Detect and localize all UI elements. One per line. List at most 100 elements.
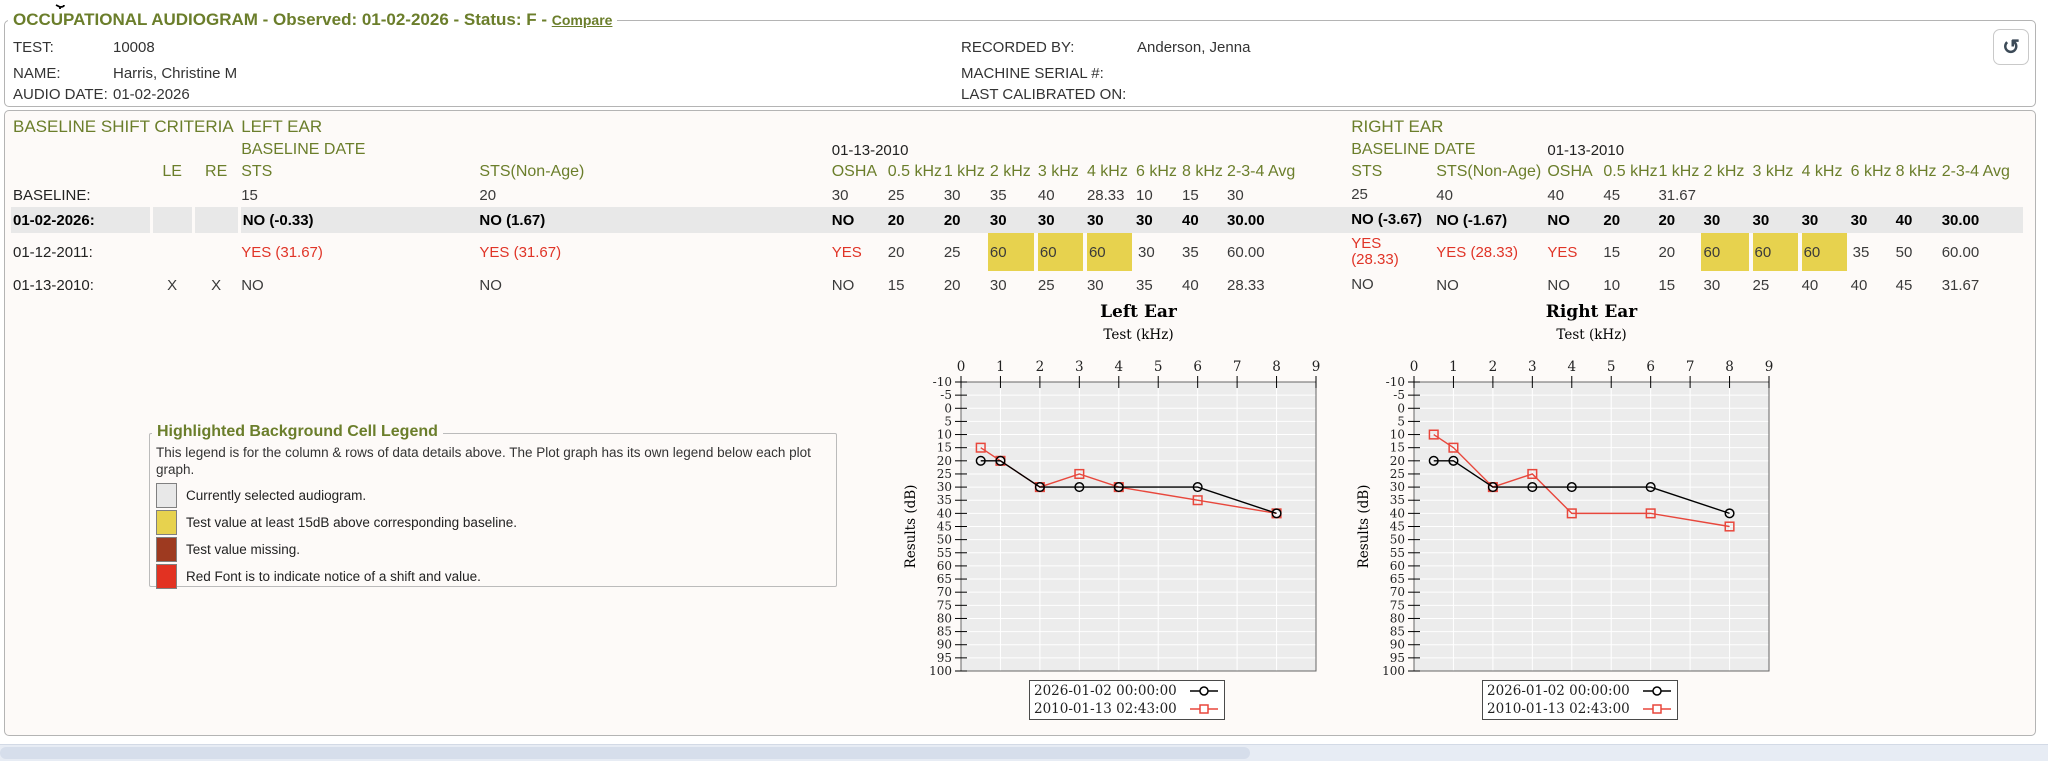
criteria-cell: 45 [1895, 276, 1913, 294]
criteria-cell [1800, 183, 1849, 207]
svg-text:9: 9 [1765, 359, 1774, 375]
compare-link[interactable]: Compare [551, 12, 613, 28]
column-header: 8 kHz [1182, 163, 1223, 180]
chart-legend-entry: 2010-01-13 02:43:00 [1487, 700, 1673, 718]
svg-text:15: 15 [937, 441, 952, 455]
svg-text:5: 5 [1607, 359, 1616, 375]
svg-text:95: 95 [1390, 651, 1405, 665]
svg-text:60: 60 [937, 559, 952, 573]
criteria-cell: NO [479, 276, 502, 294]
criteria-cell: 60.00 [1227, 243, 1265, 261]
criteria-cell [1849, 183, 1894, 207]
svg-text:20: 20 [1390, 454, 1405, 468]
column-header: OSHA [831, 163, 878, 180]
svg-text:1: 1 [996, 359, 1005, 375]
svg-text:5: 5 [1154, 359, 1163, 375]
audiogram-row: BASELINE: 15 20 30 25 30 35 40 28.33 10 15 30 25 40 40… [11, 183, 2023, 207]
svg-text:10: 10 [937, 428, 952, 442]
svg-text:90: 90 [1390, 638, 1405, 652]
criteria-cell: 40 [1850, 276, 1868, 294]
audiogram-row-label[interactable]: 01-02-2026: [11, 207, 152, 233]
criteria-cell: 15 [887, 276, 905, 294]
svg-text:90: 90 [937, 638, 952, 652]
chart-legend-series-name: 2026-01-02 00:00:00 [1034, 683, 1177, 699]
baseline-shift-criteria-panel: BASELINE SHIFT CRITERIA LEFT EAR RIGHT EAR… [4, 110, 2036, 736]
column-header: 0.5 kHz [1603, 163, 1658, 180]
horizontal-scrollbar-thumb[interactable] [0, 747, 1250, 759]
column-header: 3 kHz [1037, 163, 1079, 180]
cell-legend-label: Currently selected audiogram. [186, 487, 367, 503]
criteria-cell [191, 207, 241, 233]
criteria-cell [1894, 183, 1940, 207]
criteria-cell: X [167, 276, 178, 294]
svg-text:25: 25 [1390, 467, 1405, 481]
left-ear-title: LEFT EAR [241, 117, 323, 136]
criteria-cell: 25 [887, 186, 905, 204]
svg-text:35: 35 [1390, 493, 1405, 507]
criteria-cell: 35 [989, 186, 1007, 204]
svg-text:5: 5 [1397, 414, 1405, 428]
column-header: 4 kHz [1801, 163, 1843, 180]
criteria-cell: NO [1545, 207, 1602, 233]
audiogram-row-label[interactable]: 01-13-2010: [13, 276, 94, 294]
criteria-cell: 10 [1135, 186, 1153, 204]
name-label: NAME: [13, 65, 61, 82]
criteria-cell: 30 [1084, 207, 1134, 233]
cell-legend-swatch [156, 482, 177, 508]
criteria-cell: 15 [1603, 243, 1621, 261]
column-header: 2 kHz [1703, 163, 1745, 180]
svg-text:50: 50 [1390, 533, 1405, 547]
column-header: STS(Non-Age) [1436, 163, 1542, 180]
criteria-cell: 31.67 [1941, 276, 1980, 294]
criteria-cell: 30 [1750, 207, 1800, 233]
cell-legend-swatch [156, 536, 177, 562]
svg-text:Test (kHz): Test (kHz) [1103, 327, 1173, 343]
audiogram-row-label[interactable]: 01-12-2011: [13, 243, 93, 261]
criteria-cell: X [211, 276, 222, 294]
criteria-cell [1701, 183, 1750, 207]
svg-text:50: 50 [937, 533, 952, 547]
criteria-cell: 20 [885, 207, 942, 233]
horizontal-scrollbar[interactable] [0, 744, 2048, 761]
criteria-cell: 40 [1436, 186, 1453, 204]
svg-text:Results (dB): Results (dB) [903, 485, 919, 569]
cell-legend-item: Red Font is to indicate notice of a shif… [156, 563, 836, 589]
left-ear-chart: Left Ear Test (kHz) Results (dB) 0 1 2 3 4 5 6 7 8 9… [891, 299, 1351, 729]
chart-legend-series-name: 2026-01-02 00:00:00 [1487, 683, 1630, 699]
column-header: 1 kHz [943, 163, 985, 180]
svg-text:0: 0 [944, 401, 952, 415]
criteria-cell: NO (1.67) [477, 207, 830, 233]
chart-legend-entry: 2026-01-02 00:00:00 [1034, 682, 1220, 700]
criteria-cell: 40 [1037, 186, 1055, 204]
column-header: 2-3-4 Avg [1941, 163, 2010, 180]
svg-text:65: 65 [937, 572, 952, 586]
history-restore-button[interactable]: ↺ [1993, 29, 2029, 65]
criteria-cell: 30 [1035, 207, 1085, 233]
svg-text:1: 1 [1449, 359, 1458, 375]
svg-text:85: 85 [937, 625, 952, 639]
criteria-cell: 25 [1752, 276, 1770, 294]
column-header: 3 kHz [1752, 163, 1794, 180]
svg-text:30: 30 [937, 480, 952, 494]
criteria-cell: NO [1351, 276, 1374, 293]
test-label: TEST: [13, 39, 54, 56]
criteria-cell: 35 [1135, 276, 1153, 294]
criteria-cell: 20 [943, 276, 961, 294]
criteria-cell: 35 [1852, 243, 1870, 261]
criteria-cell [151, 183, 193, 207]
criteria-cell: 30 [1137, 243, 1155, 261]
column-header: 2 kHz [989, 163, 1031, 180]
criteria-cell: 30 [1086, 276, 1104, 294]
circle-marker-icon [1643, 686, 1671, 696]
criteria-cell: 30 [989, 276, 1007, 294]
criteria-cell: NO [1436, 276, 1459, 294]
criteria-cell: 25 [943, 243, 961, 261]
audiogram-row-label[interactable]: BASELINE: [13, 186, 91, 204]
chart-legend-entry: 2010-01-13 02:43:00 [1034, 700, 1220, 718]
criteria-cell: NO [831, 276, 855, 294]
criteria-cell: 20 [887, 243, 905, 261]
left-baseline-date-value: 01-13-2010 [831, 141, 909, 159]
cell-legend-swatch [156, 563, 177, 589]
criteria-cell: NO (-1.67) [1434, 207, 1546, 233]
